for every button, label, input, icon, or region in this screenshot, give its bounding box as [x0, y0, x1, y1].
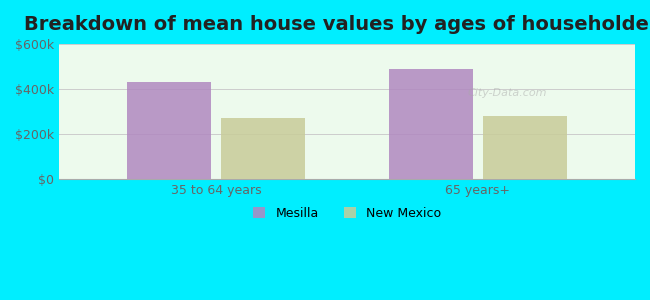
Bar	[127, 82, 211, 179]
Legend: Mesilla, New Mexico: Mesilla, New Mexico	[248, 202, 446, 225]
Title: Breakdown of mean house values by ages of householders: Breakdown of mean house values by ages o…	[24, 15, 650, 34]
Bar	[389, 69, 473, 179]
Bar	[221, 118, 305, 179]
Bar	[483, 116, 567, 179]
Text: City-Data.com: City-Data.com	[468, 88, 547, 98]
